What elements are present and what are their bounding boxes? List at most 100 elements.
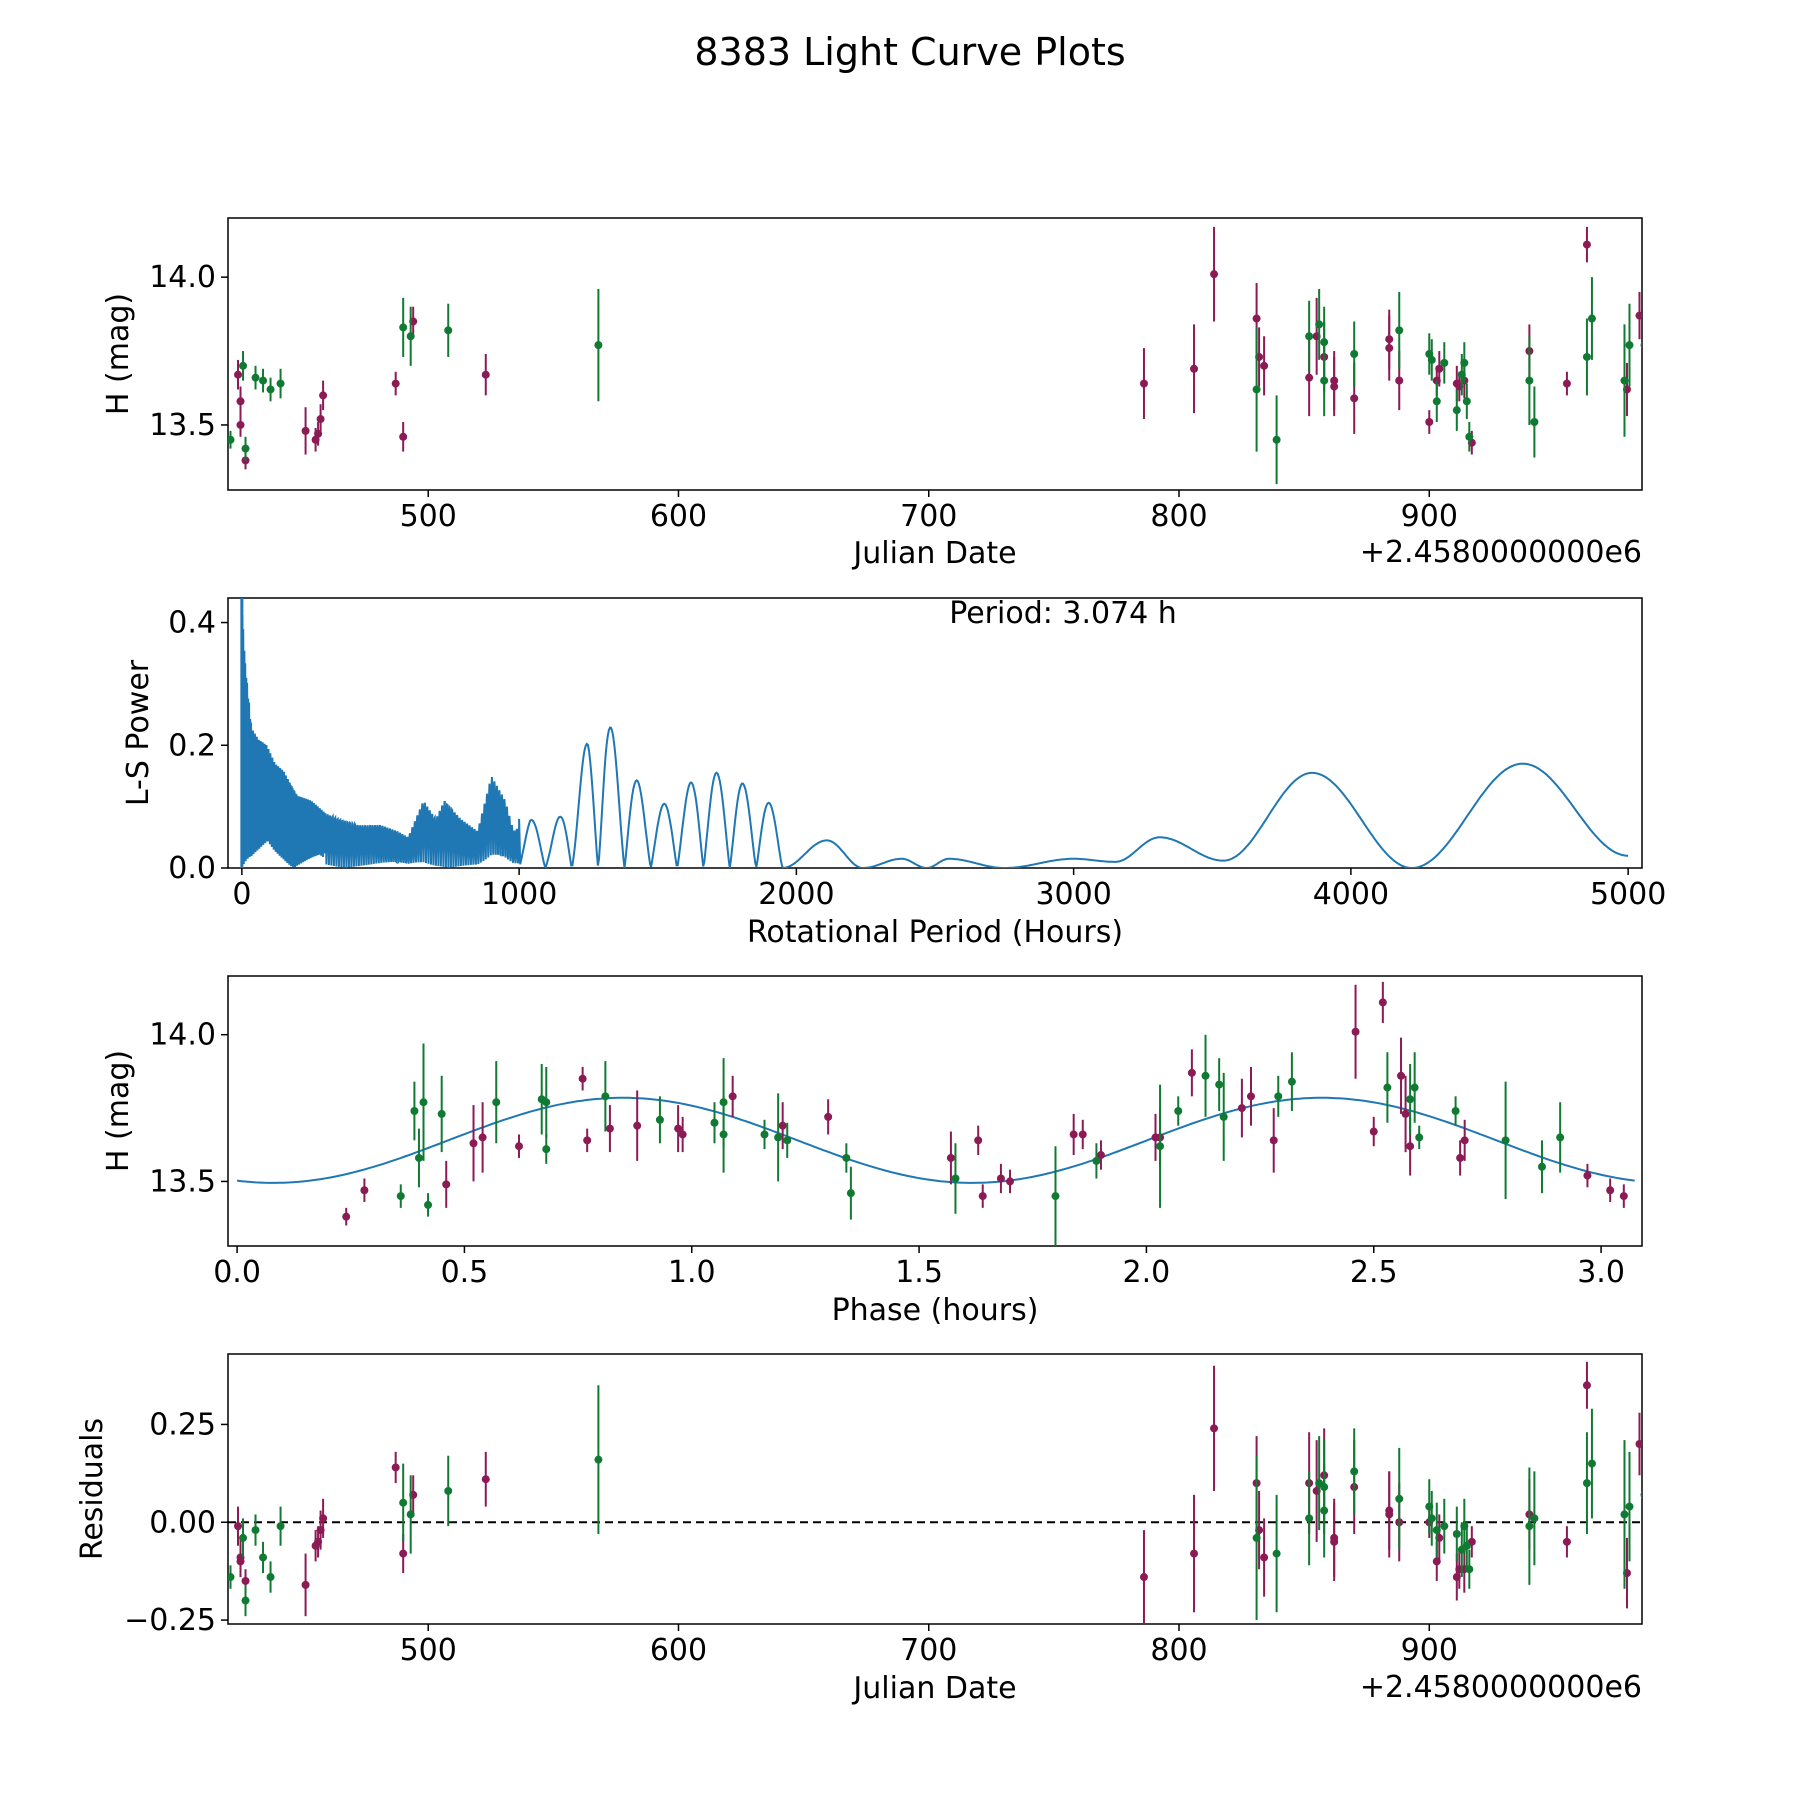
data-point xyxy=(1452,1530,1461,1538)
x-tick-label: 1.0 xyxy=(668,1255,716,1290)
offset-label-residuals: +2.4580000000e6 xyxy=(1360,1670,1642,1705)
panel-periodogram: 0 1000 2000 3000 4000 5000 0.0 0.2 0.4 L-S Powe… xyxy=(121,596,1666,950)
data-point xyxy=(1582,240,1591,249)
data-point xyxy=(996,1174,1005,1183)
data-point xyxy=(399,323,408,332)
data-point xyxy=(1582,1479,1591,1488)
ylabel-residuals: Residuals xyxy=(75,1418,110,1560)
data-point xyxy=(1252,1533,1261,1542)
data-point xyxy=(251,373,260,382)
y-tick-label: 0.25 xyxy=(149,1407,216,1442)
x-tick-label: 700 xyxy=(900,1633,957,1668)
data-point xyxy=(1606,1186,1615,1195)
data-point xyxy=(1201,1071,1210,1080)
data-point xyxy=(236,420,245,429)
data-point xyxy=(391,1463,400,1472)
data-point xyxy=(276,1522,285,1531)
panel-phased: 0.0 0.5 1.0 1.5 2.0 2.5 3.0 13.5 14.0 H (mag) P… xyxy=(101,975,1643,1328)
data-point xyxy=(1440,358,1449,367)
data-point xyxy=(678,1130,687,1139)
data-point xyxy=(1395,326,1404,335)
data-point xyxy=(414,1153,423,1162)
data-point xyxy=(542,1145,551,1154)
data-point xyxy=(1320,338,1329,347)
data-point xyxy=(1378,998,1387,1007)
data-point xyxy=(301,426,310,435)
data-point xyxy=(1252,314,1261,323)
data-point xyxy=(1537,1162,1546,1171)
data-point xyxy=(719,1130,728,1139)
data-point xyxy=(1525,1522,1534,1531)
data-point xyxy=(1462,397,1471,406)
data-point xyxy=(1501,1136,1510,1145)
offset-label-lightcurve: +2.4580000000e6 xyxy=(1360,535,1642,570)
data-point xyxy=(239,361,248,370)
data-point xyxy=(1139,1573,1148,1582)
data-point xyxy=(1530,1514,1539,1523)
data-point xyxy=(1582,352,1591,361)
data-point xyxy=(1385,344,1394,353)
data-point xyxy=(1096,1151,1105,1160)
data-point xyxy=(396,1192,405,1201)
figure-title: 8383 Light Curve Plots xyxy=(694,30,1125,74)
data-point xyxy=(444,1486,453,1495)
data-point xyxy=(1219,1112,1228,1121)
data-point xyxy=(1320,1506,1329,1515)
data-point xyxy=(542,1098,551,1107)
data-point xyxy=(228,1573,235,1582)
data-point xyxy=(1252,385,1261,394)
axes-frame-lightcurve xyxy=(227,217,1643,491)
ylabel-phased: H (mag) xyxy=(101,1050,136,1172)
data-point xyxy=(1385,1510,1394,1519)
data-point xyxy=(783,1136,792,1145)
x-tick-label: 1.5 xyxy=(895,1255,943,1290)
data-point xyxy=(228,435,235,444)
data-point xyxy=(239,1533,248,1542)
data-point xyxy=(481,1475,490,1484)
data-point xyxy=(1006,1177,1015,1186)
data-point xyxy=(399,1549,408,1558)
x-tick-label: 500 xyxy=(400,1633,457,1668)
data-point xyxy=(234,370,243,379)
data-point xyxy=(406,332,415,341)
data-point xyxy=(241,1576,250,1585)
data-point xyxy=(1451,1107,1460,1115)
data-point xyxy=(234,1522,243,1531)
data-point xyxy=(419,1098,428,1107)
x-tick-label: 800 xyxy=(1150,499,1207,534)
data-point xyxy=(774,1133,783,1142)
periodogram-line xyxy=(240,614,1629,868)
data-point xyxy=(1525,376,1534,385)
data-point xyxy=(1625,1502,1634,1511)
x-tick-label: 0 xyxy=(232,877,251,912)
data-point xyxy=(1305,1514,1314,1523)
data-point xyxy=(1427,1514,1436,1523)
y-tick-label: 0.4 xyxy=(168,606,216,641)
data-point xyxy=(1456,1153,1465,1162)
data-point xyxy=(594,341,603,350)
panel-residuals: 500 600 700 800 900 −0.250.000.25 Residuals … xyxy=(75,1353,1643,1706)
data-point xyxy=(1395,1494,1404,1503)
data-point xyxy=(1410,1083,1419,1092)
data-point xyxy=(1432,1526,1441,1535)
data-point xyxy=(710,1118,719,1127)
x-tick-label: 900 xyxy=(1401,499,1458,534)
data-point xyxy=(478,1133,487,1142)
y-tick-label: 0.0 xyxy=(168,851,216,886)
xticks-periodogram: 0 1000 2000 3000 4000 5000 xyxy=(232,868,1666,912)
x-tick-label: 2.0 xyxy=(1123,1255,1171,1290)
data-point xyxy=(1215,1080,1224,1089)
x-tick-label: 600 xyxy=(650,499,707,534)
data-point xyxy=(301,1580,310,1589)
data-point xyxy=(399,1498,408,1507)
x-tick-label: 800 xyxy=(1150,1633,1207,1668)
data-point xyxy=(1582,1381,1591,1390)
xticks-lightcurve: 500 600 700 800 900 xyxy=(400,490,1458,534)
data-point xyxy=(1260,361,1269,370)
data-point xyxy=(259,376,268,385)
data-point xyxy=(946,1153,955,1162)
data-point xyxy=(1587,314,1596,323)
data-point xyxy=(410,1107,419,1115)
data-point xyxy=(1440,1522,1449,1531)
